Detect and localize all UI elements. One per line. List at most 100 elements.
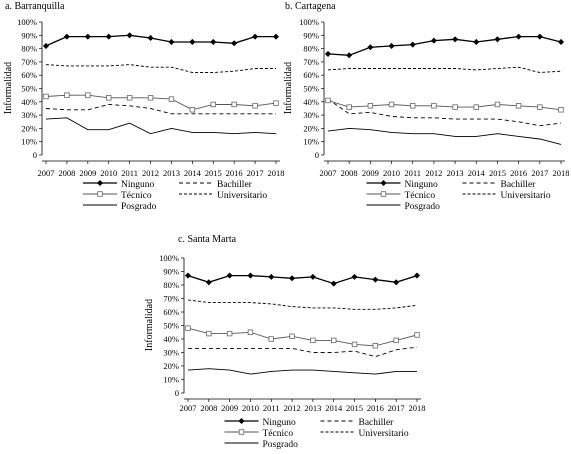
y-tick-label: 0 <box>315 150 319 160</box>
legend-item-bachiller: Bachiller <box>320 418 395 428</box>
y-tick-label: 80% <box>21 44 37 54</box>
data-point <box>226 272 233 279</box>
series-tecnico <box>43 92 279 113</box>
y-tick-label: 70% <box>21 57 37 67</box>
data-point <box>64 92 70 98</box>
x-tick-label: 2018 <box>553 168 570 178</box>
data-point <box>393 337 399 344</box>
y-tick-label: 20% <box>303 123 319 133</box>
data-point <box>126 32 133 39</box>
legend-item-posgrado: Posgrado <box>366 202 440 212</box>
legend-label: Técnico <box>121 191 152 201</box>
data-point <box>452 36 459 43</box>
x-tick-label: 2015 <box>205 168 222 178</box>
data-point <box>205 279 212 286</box>
data-point <box>473 104 479 110</box>
x-tick-label: 2008 <box>58 168 75 178</box>
series-ninguno <box>184 272 421 287</box>
series-line <box>45 64 276 73</box>
x-tick-label: 2010 <box>242 403 259 413</box>
y-tick-label: 30% <box>163 348 179 358</box>
x-tick-label: 2012 <box>425 168 442 178</box>
data-point <box>126 95 133 101</box>
x-tick-label: 2011 <box>263 403 280 413</box>
data-point <box>494 101 501 108</box>
series-line <box>327 100 562 111</box>
x-tick-label: 2015 <box>346 403 363 413</box>
x-tick-label: 2007 <box>38 168 55 178</box>
x-tick-label: 2018 <box>268 168 285 178</box>
y-tick-label: 40% <box>303 97 319 107</box>
data-point <box>247 272 254 279</box>
x-tick-label: 2007 <box>180 403 197 413</box>
x-tick-label: 2009 <box>79 168 96 178</box>
legend-label: Universitario <box>501 191 551 201</box>
series-tecnico <box>325 97 564 113</box>
legend-label: Bachiller <box>501 180 537 190</box>
legend-label: Técnico <box>405 191 436 201</box>
x-tick-label: 2008 <box>341 168 358 178</box>
legend-item-ninguno: Ninguno <box>366 179 439 190</box>
x-tick-label: 2012 <box>142 168 159 178</box>
series-line <box>187 368 417 375</box>
x-tick-label: 2010 <box>383 168 400 178</box>
series-line <box>45 104 276 115</box>
data-point <box>252 33 259 40</box>
data-point <box>238 429 245 435</box>
y-tick-label: 70% <box>163 294 179 304</box>
x-tick-label: 2013 <box>447 168 464 178</box>
data-point <box>210 101 216 108</box>
data-point <box>206 330 212 337</box>
data-point <box>272 33 280 40</box>
y-tick-label: 90% <box>163 267 179 277</box>
data-point <box>324 50 332 57</box>
data-point <box>309 273 316 280</box>
data-point <box>238 417 245 425</box>
chart-panel: c. Santa Marta 0 10% 20% 30% 40% 50% 60% 70% 80% 9… <box>144 234 426 450</box>
x-tick-label: 2017 <box>388 403 405 413</box>
data-point <box>147 95 154 101</box>
data-point <box>325 97 331 104</box>
data-point <box>351 341 358 348</box>
legend-label: Ninguno <box>405 180 439 190</box>
x-tick-label: 2011 <box>404 168 421 178</box>
y-tick-label: 60% <box>303 70 319 80</box>
legend-item-universitario: Universitario <box>320 429 409 439</box>
data-point <box>189 107 196 113</box>
data-point <box>330 280 337 287</box>
y-tick-label: 20% <box>21 123 37 133</box>
legend-label: Bachiller <box>359 418 395 428</box>
series-line <box>45 117 277 135</box>
y-tick-label: 0 <box>33 150 37 160</box>
data-point <box>346 104 352 110</box>
data-point <box>105 33 112 40</box>
y-axis-label: Informalidad <box>283 62 294 114</box>
data-point <box>185 325 191 331</box>
series-ninguno <box>42 32 280 49</box>
data-point <box>351 273 358 280</box>
data-point <box>247 329 254 335</box>
legend-item-ninguno: Ninguno <box>224 417 296 428</box>
legend: Ninguno Bachiller Técnico Universitario Posg… <box>366 179 551 212</box>
data-point <box>63 33 70 40</box>
legend-label: Técnico <box>263 429 294 439</box>
data-point <box>367 103 374 109</box>
x-tick-label: 2013 <box>304 403 321 413</box>
y-axis-label: Informalidad <box>3 62 14 114</box>
data-point <box>372 343 379 349</box>
x-tick-label: 2008 <box>200 403 217 413</box>
legend-label: Posgrado <box>121 202 157 212</box>
y-tick-label: 0 <box>175 388 179 398</box>
series-line <box>187 327 418 347</box>
legend-item-bachiller: Bachiller <box>462 180 537 190</box>
x-tick-label: 2009 <box>362 168 379 178</box>
data-point <box>388 101 395 108</box>
x-tick-label: 2018 <box>409 403 426 413</box>
data-point <box>97 191 103 197</box>
x-tick-label: 2017 <box>531 168 548 178</box>
y-tick-label: 50% <box>163 321 179 331</box>
data-point <box>147 34 154 41</box>
legend-label: Posgrado <box>263 440 299 450</box>
data-point <box>515 103 522 109</box>
data-point <box>380 179 387 187</box>
